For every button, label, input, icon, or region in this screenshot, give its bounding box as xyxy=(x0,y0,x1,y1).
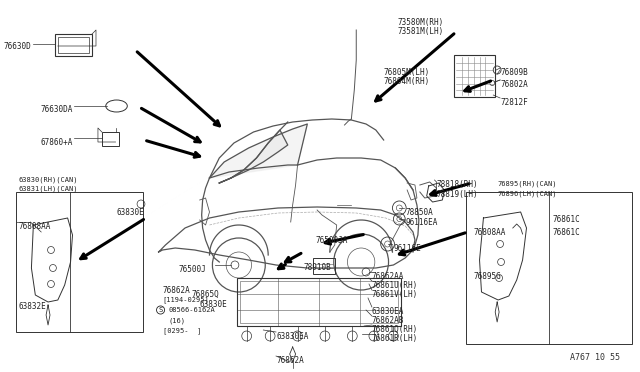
Bar xyxy=(16,192,143,332)
Text: 76808AA: 76808AA xyxy=(474,228,506,237)
Text: 76861C: 76861C xyxy=(553,228,580,237)
Text: 76500JA: 76500JA xyxy=(315,236,348,245)
Bar xyxy=(58,37,89,53)
Text: 76865Q: 76865Q xyxy=(192,290,220,299)
Text: 76804M(RH): 76804M(RH) xyxy=(383,77,430,86)
Bar xyxy=(466,192,632,344)
Text: 73580M(RH): 73580M(RH) xyxy=(397,18,444,27)
Text: 76805M(LH): 76805M(LH) xyxy=(383,68,430,77)
Text: 76500J: 76500J xyxy=(178,265,206,274)
Text: 63830EA: 63830EA xyxy=(372,307,404,316)
Text: S: S xyxy=(159,307,163,313)
Text: 76861V(LH): 76861V(LH) xyxy=(372,290,418,299)
Text: 76896(LH)(CAN): 76896(LH)(CAN) xyxy=(497,190,557,196)
Polygon shape xyxy=(220,130,288,183)
Bar xyxy=(237,278,401,326)
Text: 76630D: 76630D xyxy=(4,42,31,51)
Text: A767 10 55: A767 10 55 xyxy=(570,353,620,362)
Text: 96116E: 96116E xyxy=(394,244,421,253)
Bar xyxy=(55,34,92,56)
Text: 76802A: 76802A xyxy=(500,80,528,89)
Text: 76809B: 76809B xyxy=(500,68,528,77)
Text: 78850A: 78850A xyxy=(405,208,433,217)
Bar xyxy=(454,55,495,97)
Text: 76895(RH)(CAN): 76895(RH)(CAN) xyxy=(497,180,557,186)
Text: 63830E: 63830E xyxy=(116,208,144,217)
Polygon shape xyxy=(209,124,307,178)
Text: 78818(RH): 78818(RH) xyxy=(436,180,478,189)
Text: 96116EA: 96116EA xyxy=(405,218,438,227)
Text: 76862A: 76862A xyxy=(163,286,190,295)
Text: 63831(LH)(CAN): 63831(LH)(CAN) xyxy=(19,185,78,192)
Text: [0295-  ]: [0295- ] xyxy=(163,327,201,334)
Text: 63830EA: 63830EA xyxy=(276,332,308,341)
Bar xyxy=(313,258,335,274)
Text: 78910B: 78910B xyxy=(303,263,331,272)
Text: 76862A: 76862A xyxy=(276,356,304,365)
Text: 76861Q(RH): 76861Q(RH) xyxy=(372,325,418,334)
Text: 72812F: 72812F xyxy=(500,98,528,107)
Text: [1194-0295]: [1194-0295] xyxy=(163,296,209,303)
Text: 76630DA: 76630DA xyxy=(40,105,72,114)
Text: (16): (16) xyxy=(168,317,186,324)
Text: 76861R(LH): 76861R(LH) xyxy=(372,334,418,343)
Text: 76895G: 76895G xyxy=(474,272,501,281)
Text: 63832E: 63832E xyxy=(19,302,47,311)
Text: 73581M(LH): 73581M(LH) xyxy=(397,27,444,36)
Text: 76808AA: 76808AA xyxy=(19,222,51,231)
Text: 67860+A: 67860+A xyxy=(40,138,72,147)
Text: 08566-6162A: 08566-6162A xyxy=(168,307,215,313)
Text: 63830E: 63830E xyxy=(200,300,227,309)
Text: 63830(RH)(CAN): 63830(RH)(CAN) xyxy=(19,176,78,183)
Text: 76862AB: 76862AB xyxy=(372,316,404,325)
Text: 76862AA: 76862AA xyxy=(372,272,404,281)
Text: 76861C: 76861C xyxy=(553,215,580,224)
Bar xyxy=(102,132,120,146)
Text: 76861U(RH): 76861U(RH) xyxy=(372,281,418,290)
Bar xyxy=(240,281,398,323)
Text: 78819(LH): 78819(LH) xyxy=(436,190,478,199)
